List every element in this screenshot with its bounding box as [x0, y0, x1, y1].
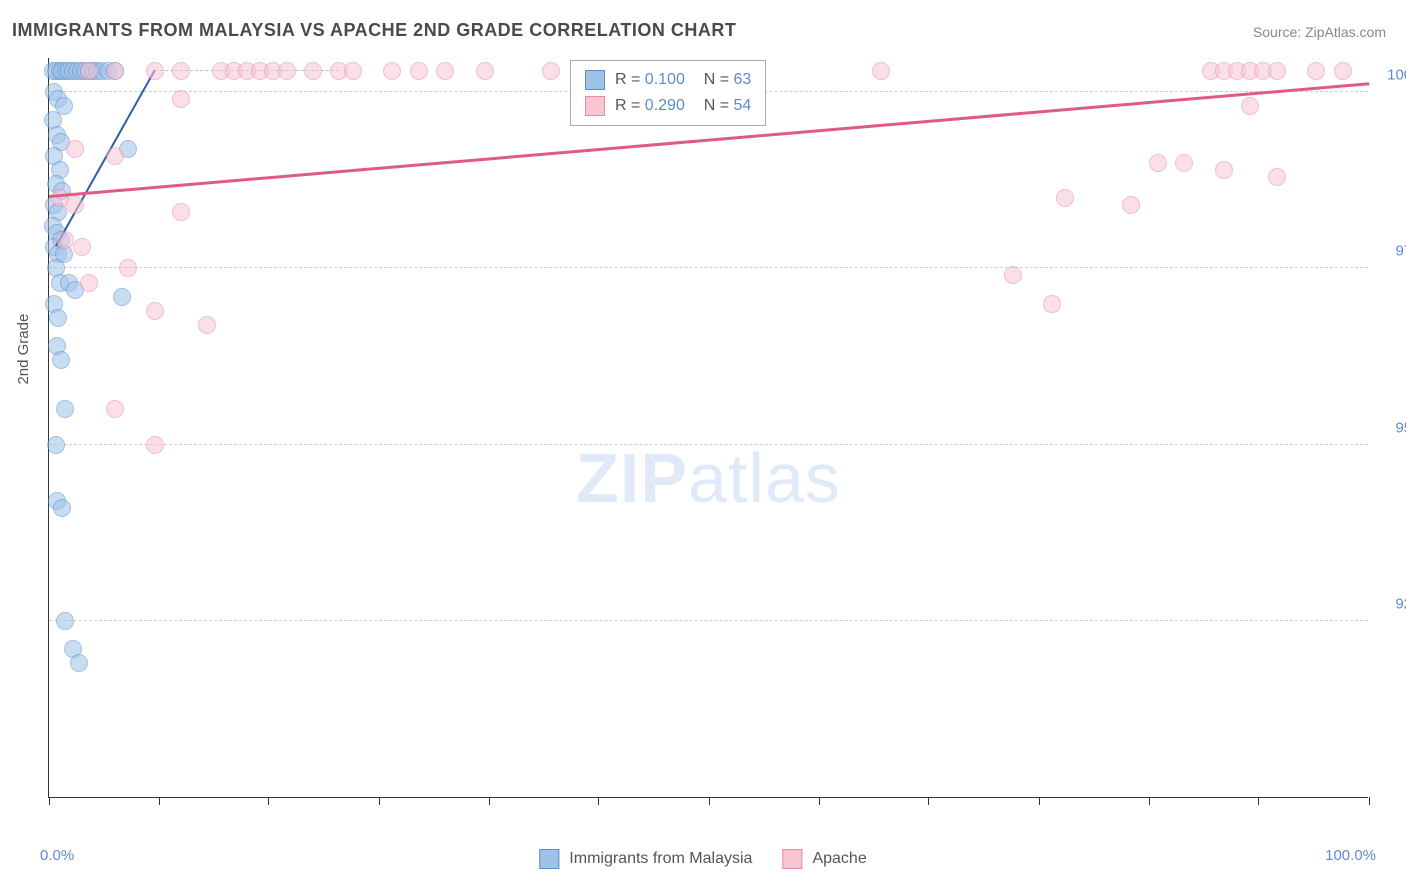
- data-point: [113, 288, 131, 306]
- x-tick: [1258, 797, 1259, 805]
- series-name: Apache: [812, 846, 866, 872]
- data-point: [119, 259, 137, 277]
- x-tick: [159, 797, 160, 805]
- x-tick: [49, 797, 50, 805]
- data-point: [66, 196, 84, 214]
- x-axis-min-label: 0.0%: [40, 847, 74, 864]
- data-point: [436, 62, 454, 80]
- data-point: [47, 436, 65, 454]
- x-tick: [598, 797, 599, 805]
- data-point: [172, 90, 190, 108]
- series-legend: Immigrants from Malaysia Apache: [539, 846, 866, 872]
- data-point: [1043, 295, 1061, 313]
- data-point: [1004, 266, 1022, 284]
- data-point: [476, 62, 494, 80]
- data-point: [1334, 62, 1352, 80]
- series-legend-item: Apache: [782, 846, 866, 872]
- y-tick-label: 97.5%: [1378, 243, 1406, 260]
- x-tick: [709, 797, 710, 805]
- legend-swatch: [585, 70, 605, 90]
- source-attribution: Source: ZipAtlas.com: [1253, 24, 1386, 40]
- x-tick: [268, 797, 269, 805]
- x-tick: [819, 797, 820, 805]
- data-point: [172, 203, 190, 221]
- data-point: [80, 274, 98, 292]
- data-point: [1175, 154, 1193, 172]
- x-tick: [1369, 797, 1370, 805]
- data-point: [49, 309, 67, 327]
- gridline: [49, 620, 1368, 621]
- x-tick: [379, 797, 380, 805]
- series-legend-item: Immigrants from Malaysia: [539, 846, 752, 872]
- y-tick-label: 92.5%: [1378, 595, 1406, 612]
- data-point: [146, 302, 164, 320]
- x-tick: [1039, 797, 1040, 805]
- data-point: [410, 62, 428, 80]
- y-tick-label: 100.0%: [1378, 67, 1406, 84]
- data-point: [146, 436, 164, 454]
- data-point: [1056, 189, 1074, 207]
- data-point: [1241, 97, 1259, 115]
- legend-row: R = 0.290 N = 54: [585, 93, 751, 119]
- legend-n-label: N = 63: [695, 67, 751, 93]
- data-point: [198, 316, 216, 334]
- y-axis-title: 2nd Grade: [15, 314, 32, 385]
- data-point: [344, 62, 362, 80]
- chart-title: IMMIGRANTS FROM MALAYSIA VS APACHE 2ND G…: [12, 20, 736, 41]
- data-point: [872, 62, 890, 80]
- data-point: [70, 654, 88, 672]
- data-point: [1307, 62, 1325, 80]
- data-point: [1122, 196, 1140, 214]
- legend-swatch: [539, 849, 559, 869]
- trend-line: [55, 70, 156, 247]
- data-point: [80, 62, 98, 80]
- x-tick: [928, 797, 929, 805]
- data-point: [56, 400, 74, 418]
- legend-row: R = 0.100 N = 63: [585, 67, 751, 93]
- legend-r-label: R = 0.100: [615, 67, 685, 93]
- data-point: [383, 62, 401, 80]
- data-point: [52, 351, 70, 369]
- legend-swatch: [585, 96, 605, 116]
- data-point: [106, 400, 124, 418]
- x-tick: [489, 797, 490, 805]
- data-point: [106, 62, 124, 80]
- data-point: [1268, 168, 1286, 186]
- gridline: [49, 444, 1368, 445]
- data-point: [106, 147, 124, 165]
- watermark: ZIPatlas: [576, 438, 841, 518]
- legend-swatch: [782, 849, 802, 869]
- x-tick: [1149, 797, 1150, 805]
- legend-n-label: N = 54: [695, 93, 751, 119]
- data-point: [66, 140, 84, 158]
- gridline: [49, 267, 1368, 268]
- data-point: [53, 499, 71, 517]
- data-point: [542, 62, 560, 80]
- stats-legend: R = 0.100 N = 63R = 0.290 N = 54: [570, 60, 766, 126]
- data-point: [56, 231, 74, 249]
- data-point: [146, 62, 164, 80]
- data-point: [1149, 154, 1167, 172]
- data-point: [1268, 62, 1286, 80]
- data-point: [56, 612, 74, 630]
- legend-r-label: R = 0.290: [615, 93, 685, 119]
- data-point: [278, 62, 296, 80]
- data-point: [1215, 161, 1233, 179]
- scatter-plot-area: ZIPatlas 100.0%97.5%95.0%92.5%: [48, 58, 1368, 798]
- data-point: [73, 238, 91, 256]
- series-name: Immigrants from Malaysia: [569, 846, 752, 872]
- y-tick-label: 95.0%: [1378, 419, 1406, 436]
- data-point: [172, 62, 190, 80]
- data-point: [304, 62, 322, 80]
- x-axis-max-label: 100.0%: [1325, 847, 1376, 864]
